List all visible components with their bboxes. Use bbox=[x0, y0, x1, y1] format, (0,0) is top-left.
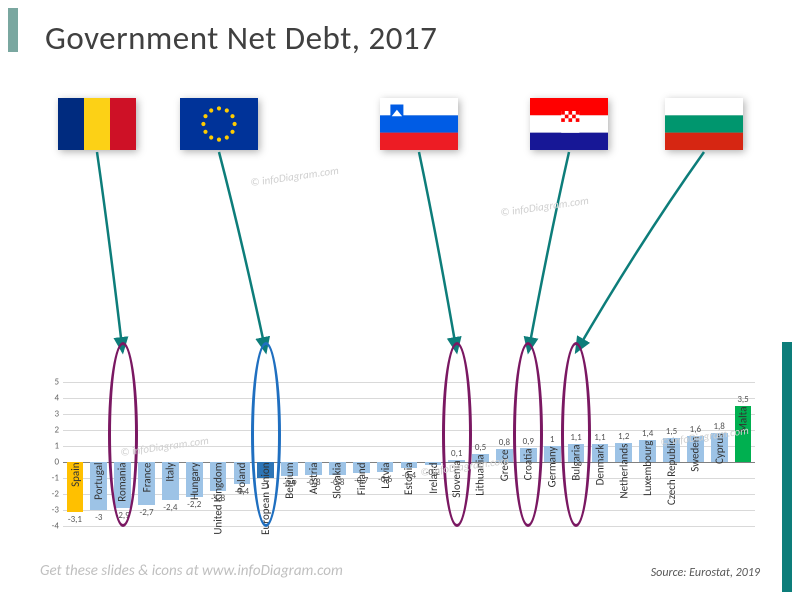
x-category-label: Portugal bbox=[92, 463, 105, 500]
bar-slot: -3Portugal bbox=[87, 382, 111, 527]
x-category-label: Romania bbox=[116, 463, 129, 502]
x-category-label: Croatia bbox=[522, 448, 535, 480]
bar-slot: -1,8United Kingdom bbox=[206, 382, 230, 527]
x-category-label: France bbox=[140, 463, 153, 493]
footer-right: Source: Eurostat, 2019 bbox=[651, 566, 760, 580]
x-category-label: Greece bbox=[498, 450, 511, 482]
bar-slot: -1European Union bbox=[254, 382, 278, 527]
bar-slot: -0,8Austria bbox=[302, 382, 326, 527]
x-category-label: Germany bbox=[546, 447, 559, 488]
x-category-label: Malta bbox=[737, 407, 750, 433]
bar-slot: 0,5Lithuania bbox=[469, 382, 493, 527]
y-tick-label: 0 bbox=[54, 457, 59, 468]
flag-bulgaria bbox=[665, 98, 743, 150]
debt-bar-chart: -4-3-2-1012345 -3,1Spain-3Portugal-2,9Ro… bbox=[45, 262, 755, 532]
bar-value-label: 3,5 bbox=[711, 394, 775, 405]
bar-slot: -3,1Spain bbox=[63, 382, 87, 527]
bar-slot: -0,8Slovakia bbox=[325, 382, 349, 527]
bar-slot: 1,5Czech Republic bbox=[660, 382, 684, 527]
bar-slot: 1,6Sweden bbox=[683, 382, 707, 527]
x-category-label: Sweden bbox=[689, 437, 702, 472]
flag-romania bbox=[58, 98, 136, 150]
x-category-label: Denmark bbox=[593, 445, 606, 486]
bar-slot: 0,8Greece bbox=[493, 382, 517, 527]
bar-slot: 1,4Luxembourg bbox=[636, 382, 660, 527]
y-tick-label: 4 bbox=[54, 393, 59, 404]
bar-slot: 1,1Denmark bbox=[588, 382, 612, 527]
x-category-label: Bulgaria bbox=[570, 445, 583, 481]
x-category-label: Lithuania bbox=[474, 455, 487, 496]
page-title: Government Net Debt, 2017 bbox=[45, 18, 437, 58]
y-tick-label: -1 bbox=[52, 473, 59, 484]
flag-croatia bbox=[530, 98, 608, 150]
x-category-label: Slovenia bbox=[450, 461, 463, 498]
bar-slot: 1,2Netherlands bbox=[612, 382, 636, 527]
bar-slot: 1,1Bulgaria bbox=[564, 382, 588, 527]
x-category-label: Luxembourg bbox=[641, 440, 654, 495]
x-category-label: Italy bbox=[164, 463, 177, 482]
accent-top-left bbox=[8, 8, 18, 52]
y-tick-label: 1 bbox=[54, 441, 59, 452]
flag-slovenia bbox=[380, 98, 458, 150]
accent-bottom-right bbox=[782, 342, 792, 592]
bar-slot: -0,4Estonia bbox=[397, 382, 421, 527]
footer-left: Get these slides & icons at www.infoDiag… bbox=[40, 562, 343, 580]
x-category-label: United Kingdom bbox=[212, 463, 225, 535]
y-axis: -4-3-2-1012345 bbox=[45, 382, 63, 527]
bar-slot: -0,9Belgium bbox=[278, 382, 302, 527]
bar-slot: -0,7Finland bbox=[349, 382, 373, 527]
y-tick-label: -2 bbox=[52, 489, 59, 500]
bar-slot: 3,5Malta bbox=[731, 382, 755, 527]
x-category-label: Cyprus bbox=[713, 434, 726, 465]
bars-container: -3,1Spain-3Portugal-2,9Romania-2,7France… bbox=[63, 382, 755, 527]
bar-slot: 0,9Croatia bbox=[516, 382, 540, 527]
bar-slot: 1Germany bbox=[540, 382, 564, 527]
x-category-label: Ireland bbox=[426, 463, 439, 494]
bar-slot: -0,6Latvia bbox=[373, 382, 397, 527]
bar-slot: -1,4Poland bbox=[230, 382, 254, 527]
x-category-label: European Union bbox=[259, 463, 272, 535]
x-category-label: Netherlands bbox=[617, 443, 630, 498]
bar-slot: -2,2Hungary bbox=[182, 382, 206, 527]
y-tick-label: 5 bbox=[54, 377, 59, 388]
y-tick-label: 2 bbox=[54, 425, 59, 436]
x-category-label: Spain bbox=[68, 463, 81, 487]
bar-slot: -2,9Romania bbox=[111, 382, 135, 527]
x-category-label: Czech Republic bbox=[665, 439, 678, 506]
bar-slot: 0,1Slovenia bbox=[445, 382, 469, 527]
flag-european-union bbox=[180, 98, 258, 150]
y-tick-label: 3 bbox=[54, 409, 59, 420]
